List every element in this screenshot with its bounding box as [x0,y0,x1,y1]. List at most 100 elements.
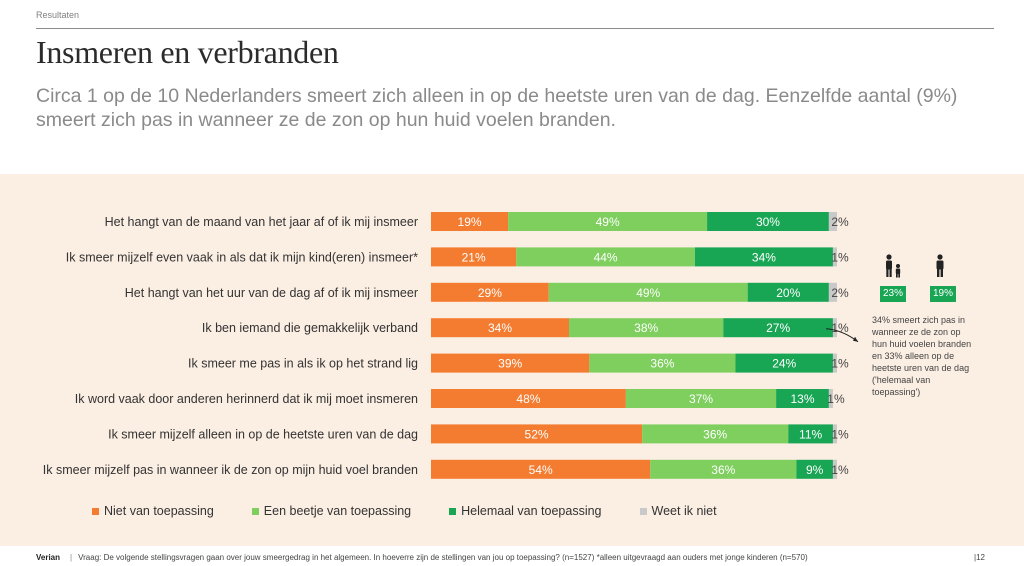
bar-value-label: 24% [772,357,796,371]
bar-segment [431,389,626,408]
bar-value-label: 44% [594,250,618,264]
bar-value-label: 36% [711,463,735,477]
bar-segment [832,459,837,479]
chart-legend: Niet van toepassing Een beetje van toepa… [92,504,755,518]
legend-item-beetje: Een beetje van toepassing [251,504,412,518]
bar-value-label: 36% [703,427,727,441]
category-label: Het hangt van de maand van het jaar af o… [105,215,418,229]
bar-value-label: 21% [462,250,486,264]
bar-value-label: 20% [776,286,800,300]
bar-segment [828,212,837,231]
bar-segment [694,247,833,267]
legend-swatch-beetje [251,507,259,515]
bar-segment [735,353,833,373]
category-label: Ik word vaak door anderen herinnerd dat … [75,392,418,406]
bar-segment [828,282,837,302]
bar-value-label: 29% [478,286,502,300]
bar-value-label: 1% [831,250,849,264]
bar-segment [431,212,509,231]
adult-percentage-badge: 19% [930,286,956,302]
bar-value-label: 49% [596,215,620,229]
bar-value-label: 34% [752,250,776,264]
bar-segment [707,212,829,231]
legend-swatch-helemaal [449,507,457,515]
page-subtitle: Circa 1 op de 10 Nederlanders smeert zic… [36,85,958,131]
legend-label-niet: Niet van toepassing [104,504,214,518]
callout-note: 34% smeert zich pas in wanneer ze de zon… [872,315,972,397]
bar-value-label: 2% [831,286,849,300]
bar-value-label: 37% [689,392,713,406]
footer-question: Vraag: De volgende stellingsvragen gaan … [78,553,808,562]
bar-value-label: 52% [525,427,549,441]
legend-item-niet: Niet van toepassing [92,504,214,518]
category-label: Ik smeer me pas in als ik op het strand … [188,357,418,371]
section-label: Resultaten [36,10,80,20]
bar-segment [431,353,590,373]
bar-segment [589,353,736,373]
bar-segment [625,389,777,408]
bar-segment [828,389,833,408]
adult-icon [936,254,944,277]
bar-value-label: 39% [498,357,522,371]
bar-value-label: 11% [799,427,822,441]
bar-value-label: 2% [831,215,849,229]
bar-segment [431,424,643,444]
bar-segment [516,247,695,267]
page-title: Insmeren en verbranden [36,34,339,70]
category-label: Ik smeer mijzelf pas in wanneer ik de zo… [43,463,418,477]
legend-swatch-weet [639,507,647,515]
bar-segment [747,282,829,302]
legend-swatch-niet [92,507,99,515]
bar-value-label: 1% [827,392,845,406]
footer: Verian | Vraag: De volgende stellingsvrage… [36,553,808,562]
footer-separator: | [70,553,73,562]
callout-arrowhead [853,336,858,342]
bar-segment [832,424,837,444]
category-label: Het hangt van het uur van de dag af of i… [125,286,418,300]
legend-label-beetje: Een beetje van toepassing [263,504,412,518]
category-label: Ik ben iemand die gemakkelijk verband [202,321,418,335]
bar-segment [832,353,837,373]
page-number: 12 [976,553,985,562]
parent-percentage-badge: 23% [880,286,906,302]
bar-value-label: 9% [806,463,824,477]
bar-value-label: 1% [831,463,849,477]
bar-segment [642,424,789,444]
bar-value-label: 13% [790,392,814,406]
header-divider [36,28,994,29]
page-separator: | [974,553,977,562]
bar-segment [569,318,724,338]
bar-value-label: 54% [529,463,553,477]
bar-value-label: 49% [636,286,660,300]
bar-value-label: 1% [831,427,849,441]
bar-segment [431,282,549,302]
legend-item-helemaal: Helemaal van toepassing [449,504,602,518]
bar-segment [788,424,833,444]
page-number-area: |12 [974,553,985,562]
bar-value-label: 48% [516,392,540,406]
bar-value-label: 1% [831,321,849,335]
category-label: Ik smeer mijzelf alleen in op de heetste… [108,427,418,441]
bar-segment [832,318,837,338]
bar-segment [723,318,833,338]
bar-segment [776,389,829,408]
bar-value-label: 36% [650,357,674,371]
parent-with-child-icon [886,254,901,278]
legend-label-helemaal: Helemaal van toepassing [461,504,602,518]
bar-segment [548,282,748,302]
category-label: Ik smeer mijzelf even vaak in als dat ik… [66,250,418,264]
footer-brand: Verian [36,553,61,562]
bar-value-label: 19% [458,215,482,229]
legend-item-weet: Weet ik niet [639,504,717,518]
bar-value-label: 1% [831,357,849,371]
bar-value-label: 27% [766,321,790,335]
legend-label-weet: Weet ik niet [651,504,717,518]
bar-segment [431,247,517,267]
bar-value-label: 38% [634,321,658,335]
bar-segment [508,212,708,231]
bar-segment [431,459,651,479]
bar-value-label: 30% [756,215,780,229]
bar-segment [832,247,837,267]
bar-segment [650,459,797,479]
